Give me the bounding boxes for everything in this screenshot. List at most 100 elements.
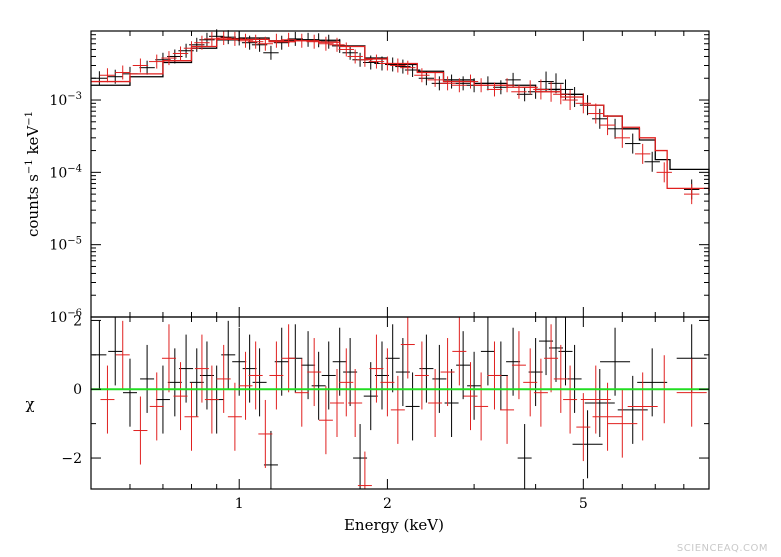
residual-data-point <box>428 369 443 437</box>
spectrum-data-point <box>115 65 131 80</box>
residual-data-point <box>456 331 471 400</box>
residual-ticks <box>91 317 710 489</box>
spectrum-data-point <box>172 46 189 61</box>
spectrum-data-point <box>592 108 608 129</box>
spectrum-data-point <box>473 78 489 93</box>
spectrum-data-point <box>683 184 700 205</box>
spectrum-data-point <box>455 76 471 91</box>
spectrum-data-point <box>634 143 651 164</box>
residual-y-tick-label: 0 <box>73 382 82 398</box>
residual-data-point <box>580 365 611 434</box>
spectrum-data-point <box>251 37 268 52</box>
spectrum-data-point <box>149 54 165 69</box>
residual-y-tick-label: −2 <box>61 451 82 467</box>
residual-data-point <box>385 324 400 393</box>
spectrum-data-point <box>329 37 345 52</box>
spectrum-ticks <box>91 31 710 318</box>
spectrum-data-point <box>625 133 641 154</box>
residual-data-point <box>474 372 489 441</box>
spectrum-panel: 10−3 10−4 10−5 10−6 counts s−1 keV−1 <box>24 29 710 326</box>
spectrum-y-axis-label: counts s−1 keV−1 <box>24 111 42 237</box>
spectrum-y-tick-label: 10−3 <box>49 91 82 109</box>
residual-data-point <box>400 317 415 379</box>
spectrum-data-point <box>194 35 210 50</box>
residual-y-axis-label: χ <box>25 395 34 413</box>
residual-data-point <box>167 348 182 417</box>
residual-data-point <box>140 344 155 413</box>
residual-data-point <box>576 393 591 462</box>
residual-data-point <box>517 424 532 489</box>
residual-data-point <box>173 362 188 431</box>
spectrum-data-point <box>247 34 264 49</box>
spectrum-data-point <box>505 72 521 87</box>
residual-data-point <box>506 327 521 396</box>
spectrum-data-point <box>204 31 220 46</box>
spectrum-data-point <box>522 80 538 95</box>
residual-data-point <box>155 365 170 434</box>
spectrum-data-point <box>306 34 322 49</box>
spectrum-y-tick-label: 10−6 <box>49 308 82 326</box>
residual-data-point <box>294 358 309 427</box>
residual-data-point <box>100 365 115 434</box>
spectrum-data-point <box>553 84 569 105</box>
residual-data-point <box>161 324 176 393</box>
residual-data-point <box>339 348 354 417</box>
spectrum-data-point <box>533 79 549 100</box>
residual-data-point <box>600 327 631 396</box>
residual-data-point <box>242 334 257 403</box>
residual-data-point <box>281 324 296 393</box>
spectrum-data-point <box>414 68 430 83</box>
residual-data-point <box>307 338 322 407</box>
residual-data-point <box>380 348 395 417</box>
residual-data-point <box>480 317 495 386</box>
spectrum-data-point <box>427 72 443 87</box>
spectrum-data-point <box>588 103 604 124</box>
spectrum-data-point <box>368 54 385 69</box>
residual-data-point <box>607 389 638 458</box>
residual-data-point <box>592 382 623 451</box>
residual-data-point <box>248 341 263 410</box>
x-tick-label: 2 <box>383 496 392 512</box>
watermark-text: SCIENCEAQ.COM <box>677 543 768 554</box>
residual-data-point <box>149 372 164 441</box>
residual-data-point <box>405 372 420 441</box>
residual-data-point <box>122 358 137 427</box>
residual-data-point <box>115 320 130 389</box>
residual-data-point <box>232 327 247 396</box>
spectrum-data-point <box>227 31 243 46</box>
spectrum-data-point <box>347 49 363 64</box>
spectrum-data-point <box>161 51 177 66</box>
spectrum-data-point <box>241 35 258 50</box>
spectrum-data-point <box>400 60 416 75</box>
residual-data-point <box>357 451 372 489</box>
residual-data-point <box>301 331 316 400</box>
spectrum-frame <box>90 30 710 318</box>
spectrum-data-point <box>318 36 334 51</box>
spectrum-data-point <box>99 68 116 83</box>
residual-data-point <box>523 348 538 417</box>
residual-data-point <box>487 341 502 410</box>
residual-data-point <box>390 375 405 444</box>
spectrum-data-point <box>562 90 578 111</box>
spectrum-plot-area <box>91 29 710 205</box>
residual-data-point <box>108 317 123 386</box>
spectrum-data-point <box>607 118 623 139</box>
residual-data-point <box>627 372 658 441</box>
residual-data-point <box>467 351 482 420</box>
spectrum-data-point <box>257 36 274 51</box>
x-tick-labels: 1 2 5 <box>235 496 588 512</box>
x-tick-label: 5 <box>579 496 588 512</box>
residual-data-point <box>553 344 568 413</box>
residual-data-point <box>572 410 603 479</box>
residual-data-point <box>184 382 199 451</box>
spectrum-data-point <box>139 60 155 75</box>
residual-data-point <box>133 396 148 465</box>
residual-data-point <box>374 341 389 410</box>
residual-data-point <box>238 351 253 420</box>
spectrum-data-point <box>575 93 592 114</box>
spectrum-data-point <box>263 45 279 60</box>
spectrum-data-point <box>418 71 435 86</box>
spectrum-data-point <box>237 33 254 48</box>
spectrum-data-point <box>268 33 285 48</box>
